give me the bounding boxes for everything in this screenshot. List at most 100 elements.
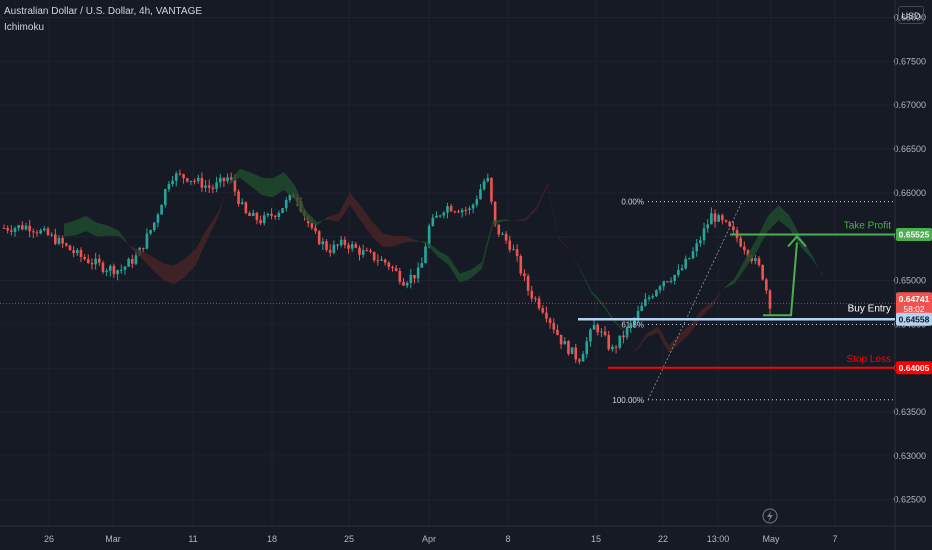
- ichimoku-cloud-segment: [558, 237, 570, 251]
- y-tick-label: 0.67000: [893, 100, 926, 110]
- y-tick-label: 0.66500: [893, 144, 926, 154]
- ichimoku-cloud-segment: [162, 263, 174, 285]
- candle-body: [361, 250, 365, 255]
- ichimoku-cloud-segment: [272, 172, 284, 198]
- x-tick-label: 25: [344, 534, 354, 544]
- ichimoku-cloud-segment: [459, 269, 471, 283]
- buy-entry-price-tag-bg: [896, 312, 932, 326]
- candle-body: [515, 249, 519, 257]
- ichimoku-cloud-segment: [503, 219, 515, 222]
- candle-body: [200, 177, 204, 188]
- candle-body: [108, 265, 112, 271]
- candle-body: [119, 269, 123, 271]
- ichimoku-cloud-segment: [734, 258, 746, 284]
- candle-body: [537, 298, 541, 309]
- ichimoku-cloud-segment: [635, 333, 647, 352]
- ichimoku-cloud-segment: [382, 233, 394, 247]
- ichimoku-cloud-segment: [624, 331, 636, 352]
- x-tick-label: Apr: [422, 534, 436, 544]
- candle-body: [90, 263, 94, 265]
- candle-body: [72, 250, 75, 254]
- candle-body: [409, 274, 413, 284]
- candle-body: [680, 268, 684, 270]
- candle-body: [629, 323, 633, 328]
- candle-body: [255, 212, 259, 221]
- candle-body: [130, 259, 134, 264]
- candle-body: [171, 180, 174, 185]
- candle-body: [589, 329, 592, 342]
- candle-body: [556, 329, 559, 335]
- candle-body: [508, 240, 512, 250]
- candle-body: [501, 233, 504, 235]
- candle-body: [226, 177, 229, 182]
- candle-body: [717, 215, 720, 222]
- candle-body: [449, 206, 453, 212]
- candle-body: [10, 230, 13, 232]
- candle-body: [207, 185, 211, 188]
- candle-body: [387, 262, 391, 267]
- candle-body: [50, 234, 53, 236]
- ichimoku-cloud-segment: [360, 206, 372, 237]
- candle-body: [761, 265, 764, 280]
- candle-body: [420, 263, 424, 268]
- candle-body: [545, 312, 548, 319]
- currency-button[interactable]: USD: [898, 6, 924, 24]
- candle-body: [123, 266, 127, 270]
- projection-arrow: [763, 242, 798, 317]
- x-tick-label: 7: [832, 534, 837, 544]
- candle-body: [757, 258, 761, 266]
- ichimoku-cloud-segment: [206, 212, 218, 241]
- ichimoku-cloud-segment: [481, 220, 493, 269]
- candle-body: [611, 346, 614, 350]
- lightning-icon: [767, 511, 773, 522]
- candle-body: [592, 324, 596, 330]
- candle-body: [651, 296, 655, 298]
- candle-body: [134, 255, 138, 264]
- candle-body: [182, 174, 185, 179]
- candle-body: [394, 268, 398, 271]
- candle-body: [369, 250, 372, 252]
- ichimoku-cloud-segment: [294, 185, 306, 221]
- candle-body: [288, 194, 292, 201]
- candle-body: [266, 213, 270, 216]
- candle-body: [541, 308, 545, 313]
- candle-body: [354, 244, 358, 248]
- x-tick-label: May: [762, 534, 780, 544]
- ichimoku-cloud-segment: [338, 192, 350, 222]
- candle-body: [442, 212, 446, 216]
- candle-body: [204, 185, 207, 188]
- candle-body: [6, 228, 9, 231]
- ichimoku-cloud-segment: [118, 230, 130, 247]
- candle-body: [559, 334, 563, 345]
- candle-body: [270, 213, 273, 216]
- candle-body: [196, 177, 200, 182]
- ichimoku-cloud-segment: [712, 288, 724, 306]
- candle-body: [530, 290, 534, 299]
- candle-body: [310, 223, 314, 228]
- candle-body: [365, 250, 369, 252]
- x-tick-label: 26: [44, 534, 54, 544]
- candle-body: [684, 258, 688, 269]
- candle-body: [189, 180, 193, 182]
- indicator-label[interactable]: Ichimoku: [4, 22, 45, 33]
- candle-body: [152, 222, 156, 230]
- candle-body: [174, 173, 178, 181]
- lightning-icon-ring: [762, 508, 778, 524]
- candle-body: [13, 228, 17, 232]
- symbol-title[interactable]: Australian Dollar / U.S. Dollar, 4h, VAN…: [4, 6, 203, 17]
- x-tick-label: 15: [591, 534, 601, 544]
- candle-body: [453, 211, 457, 213]
- candle-body: [156, 214, 160, 223]
- ichimoku-cloud-segment: [327, 213, 339, 222]
- ichimoku-cloud-segment: [701, 301, 713, 317]
- candle-body: [97, 258, 101, 263]
- ichimoku-cloud-segment: [525, 206, 537, 221]
- candle-body: [622, 335, 625, 338]
- ichimoku-cloud-segment: [591, 291, 603, 306]
- y-tick-label: 0.63500: [893, 407, 926, 417]
- ichimoku-cloud-segment: [228, 168, 240, 185]
- candle-body: [578, 359, 581, 362]
- candle-body: [585, 341, 589, 355]
- ichimoku-cloud-segment: [569, 250, 581, 272]
